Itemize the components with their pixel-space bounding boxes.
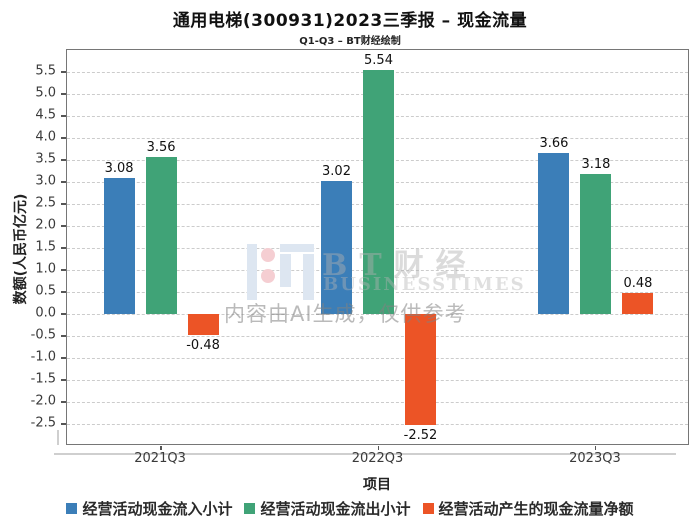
y-tick-mark: [61, 423, 66, 425]
legend-swatch-icon: [422, 503, 434, 514]
bar: [363, 70, 394, 314]
bar: [187, 314, 219, 336]
bt-logo-arch-icon: [280, 254, 291, 287]
plot-shadow-bottom: [54, 453, 676, 455]
x-tick-label: 2023Q3: [569, 451, 621, 466]
bt-logo-arch-icon: [303, 254, 314, 300]
y-tick-mark: [61, 269, 66, 271]
y-tick-mark: [61, 203, 66, 205]
bar: [103, 178, 135, 314]
x-axis-title: 项目: [363, 477, 391, 493]
y-tick-label: -1.0: [30, 349, 56, 365]
x-tick-mark: [160, 446, 162, 450]
y-tick-mark: [61, 401, 66, 403]
y-tick-label: 3.5: [35, 151, 56, 167]
bar-value-label: -0.48: [186, 338, 220, 354]
gridline: [67, 424, 688, 425]
y-tick-mark: [61, 181, 66, 183]
bar-value-label: 0.48: [623, 275, 653, 291]
y-tick-label: 1.5: [35, 239, 56, 255]
y-tick-label: -0.5: [30, 327, 56, 343]
y-tick-mark: [61, 379, 66, 381]
bar: [321, 181, 352, 314]
legend: 经营活动现金流入小计 经营活动现金流出小计 经营活动产生的现金流量净额: [0, 498, 700, 519]
bar-value-label: 3.08: [104, 161, 134, 177]
gridline: [67, 402, 688, 403]
y-tick-label: -2.5: [30, 415, 56, 431]
y-tick-mark: [61, 93, 66, 95]
legend-item: 经营活动产生的现金流量净额: [422, 498, 634, 519]
bar-value-label: 3.56: [146, 140, 176, 156]
x-tick-mark: [377, 446, 379, 450]
legend-label: 经营活动现金流出小计: [260, 500, 411, 518]
y-tick-label: -2.0: [30, 393, 56, 409]
y-tick-label: -1.5: [30, 371, 56, 387]
x-tick-mark: [594, 446, 597, 450]
gridline: [67, 358, 688, 359]
chart-title: 通用电梯(300931)2023三季报 – 现金流量: [172, 11, 528, 31]
y-tick-mark: [61, 313, 66, 315]
y-tick-label: 4.5: [35, 107, 56, 123]
y-tick-label: 3.0: [35, 173, 56, 189]
bar-value-label: -2.52: [403, 427, 438, 443]
y-tick-label: 2.0: [35, 217, 56, 233]
y-tick-mark: [61, 225, 66, 227]
y-tick-label: 2.5: [35, 195, 56, 211]
y-tick-mark: [61, 159, 66, 161]
gridline: [67, 336, 688, 337]
gridline: [67, 380, 688, 381]
chart-subtitle: Q1-Q3 – BT财经绘制: [299, 36, 401, 47]
bt-logo-dot-icon: [261, 248, 275, 262]
legend-label: 经营活动现金流入小计: [82, 500, 233, 518]
x-tick-label: 2022Q3: [351, 451, 404, 466]
legend-item: 经营活动现金流出小计: [244, 498, 411, 519]
plot-shadow-left: [57, 430, 59, 445]
bar-value-label: 5.54: [364, 53, 393, 69]
y-tick-mark: [61, 335, 66, 337]
x-tick-label: 2021Q3: [134, 451, 186, 466]
bar-value-label: 3.02: [322, 164, 351, 180]
bar: [405, 314, 436, 425]
legend-swatch-icon: [244, 503, 256, 514]
y-tick-label: 0.0: [35, 305, 56, 321]
plot-area: 3.08 3.02 3.66 3.56 5.54 3.18 -0.48 -2.52 0.48: [66, 49, 689, 445]
y-tick-mark: [61, 71, 66, 73]
bt-logo-dot-icon: [261, 269, 275, 283]
y-tick-mark: [61, 291, 66, 293]
y-axis-title: 数额(人民币亿元): [13, 193, 29, 305]
bar: [622, 292, 654, 314]
bar: [580, 174, 612, 314]
bar: [538, 152, 570, 314]
y-tick-label: 5.5: [35, 63, 56, 79]
legend-item: 经营活动现金流入小计: [66, 498, 232, 519]
legend-swatch-icon: [66, 503, 78, 514]
y-tick-label: 1.0: [35, 261, 56, 277]
bar-value-label: 3.66: [539, 135, 569, 151]
y-tick-mark: [61, 247, 66, 249]
y-tick-label: 4.0: [35, 129, 56, 145]
y-tick-mark: [61, 357, 66, 359]
bar: [145, 157, 177, 314]
y-tick-mark: [61, 115, 66, 117]
gridline: [67, 314, 688, 315]
y-tick-label: 5.0: [35, 85, 56, 101]
y-tick-mark: [61, 137, 66, 139]
bar-value-label: 3.18: [581, 157, 611, 173]
bt-logo-bar-icon: [247, 244, 257, 300]
y-tick-label: 0.5: [35, 283, 56, 299]
legend-label: 经营活动产生的现金流量净额: [438, 500, 634, 518]
bt-logo-arch-icon: [280, 244, 314, 252]
